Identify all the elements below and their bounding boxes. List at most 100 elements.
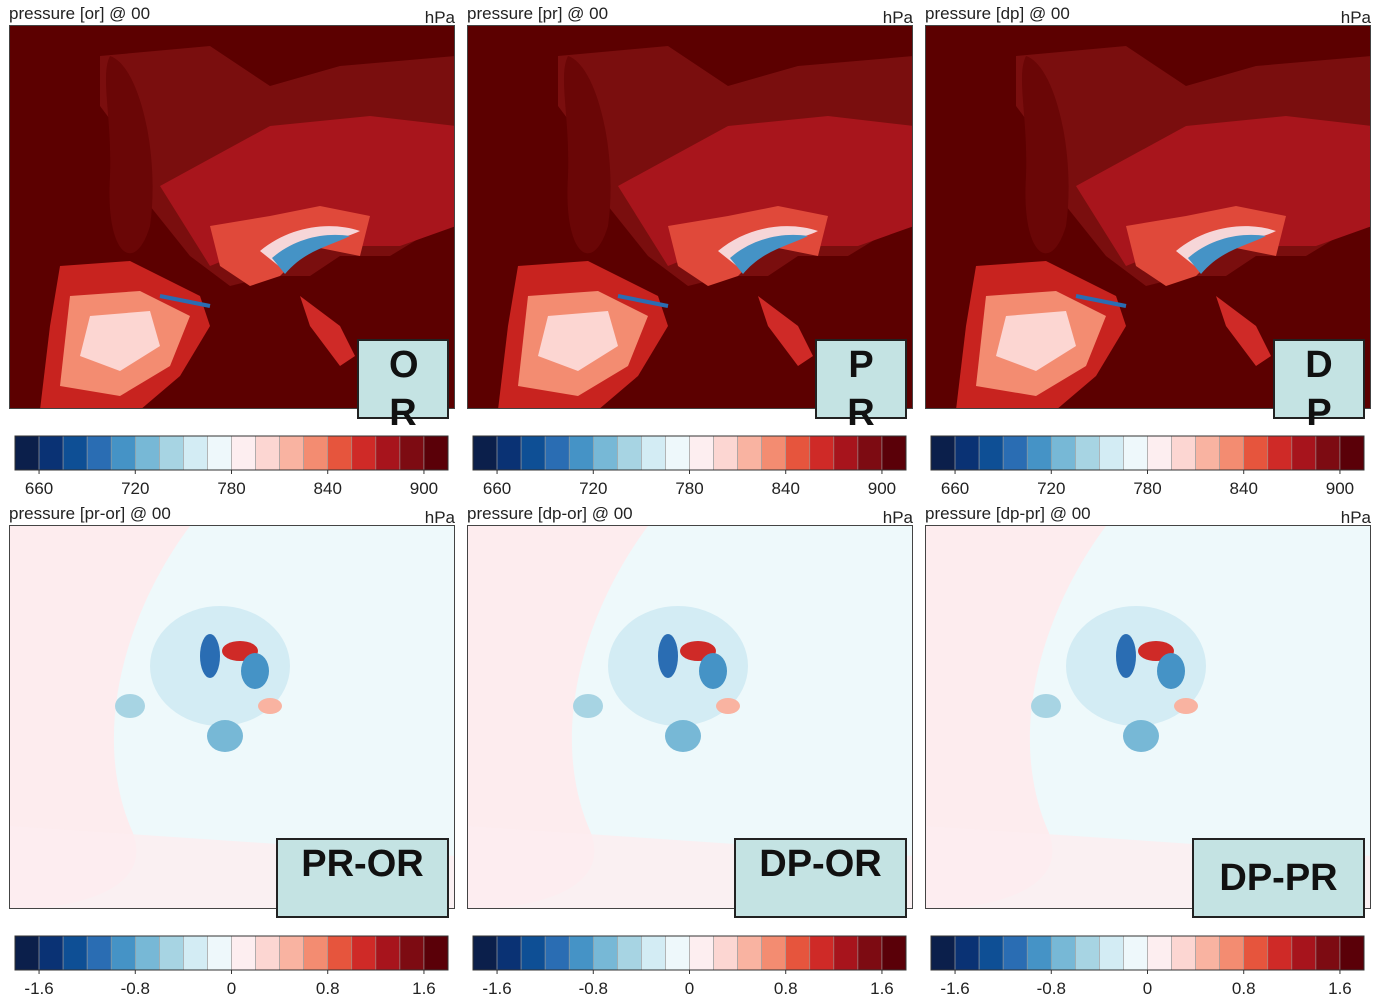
panel-title: pressure [or] @ 00 [9,4,151,23]
unit-label: hPa [882,8,913,27]
color-box [713,935,738,971]
color-box [14,435,40,471]
color-box [375,435,401,471]
map-shape [1031,694,1061,718]
tick-label: 840 [772,479,800,498]
tick-label: 780 [217,479,245,498]
color-box [809,435,835,471]
tick-label: 660 [483,479,511,498]
map-shape [617,294,669,308]
color-box [1002,435,1028,471]
color-box [737,435,762,471]
color-box [183,935,208,971]
color-box [1147,435,1172,471]
color-box [1050,435,1076,471]
map-shape [1188,234,1266,274]
color-box [351,935,377,971]
map-shape [1216,296,1271,366]
color-box [689,435,714,471]
color-box [1123,435,1148,471]
panel-title: pressure [pr] @ 00 [467,4,609,23]
panel-label: PR-OR [276,838,449,918]
tick-label: 1.6 [412,979,436,998]
map-shape [658,634,678,678]
color-box [110,935,136,971]
color-box [183,435,208,471]
color-box [1339,435,1365,471]
color-box [761,935,787,971]
map-shape [200,634,220,678]
color-box [62,935,88,971]
color-box [1026,435,1052,471]
color-box [1195,935,1220,971]
color-box [62,435,88,471]
color-box [568,435,594,471]
map-shape [468,526,648,908]
panel-label: DP [1273,339,1365,434]
color-box [568,935,594,971]
panel-label: DP-PR [1192,838,1365,918]
color-box [1267,935,1293,971]
color-box [1075,435,1100,471]
color-box [399,935,425,971]
color-box [930,435,956,471]
tick-label: 0.8 [774,979,798,998]
color-box [809,935,835,971]
color-box [496,435,522,471]
tick-label: 720 [1037,479,1065,498]
color-box [641,935,666,971]
unit-label: hPa [424,8,455,27]
tick-label: -1.6 [940,979,969,998]
tick-label: 0 [685,979,694,998]
color-box [617,435,642,471]
color-box [1219,935,1245,971]
color-box [1291,435,1317,471]
color-box [713,435,738,471]
map-shape [926,526,1106,908]
map-image [10,26,454,408]
color-box [785,435,811,471]
color-box [86,935,112,971]
map-shape [150,606,290,726]
color-box [38,435,64,471]
tick-label: 1.6 [1328,979,1352,998]
map-shape [105,56,153,254]
color-box [327,935,353,971]
map-shape [300,296,355,366]
unit-label: hPa [1340,8,1371,27]
color-box [207,435,232,471]
tick-label: -1.6 [482,979,511,998]
tick-label: -0.8 [121,979,150,998]
color-box [978,935,1004,971]
tick-label: 780 [1133,479,1161,498]
map [467,25,913,409]
color-box [231,935,256,971]
tick-label: 0 [227,979,236,998]
color-box [159,435,184,471]
map-shape [241,653,269,689]
map-shape [573,694,603,718]
tick-label: 660 [25,479,53,498]
map-shape [1116,634,1136,678]
map-shape [1123,720,1159,752]
color-box [665,935,690,971]
panel: pressure [pr-or] @ 00 hPa PR-OR -1.6 -0.8 0 0… [9,504,455,998]
color-box [1195,435,1220,471]
map [9,25,455,409]
color-box [881,935,907,971]
tick-label: 660 [941,479,969,498]
color-box [857,935,883,971]
color-box [520,435,546,471]
color-box [617,935,642,971]
unit-label: hPa [882,508,913,527]
tick-label: 0.8 [1232,979,1256,998]
color-box [665,435,690,471]
color-box [1339,935,1365,971]
color-box [38,935,64,971]
map-shape [272,234,350,274]
color-box [1291,935,1317,971]
tick-label: -1.6 [24,979,53,998]
map-shape [608,606,748,726]
color-box [592,435,618,471]
tick-label: -0.8 [579,979,608,998]
